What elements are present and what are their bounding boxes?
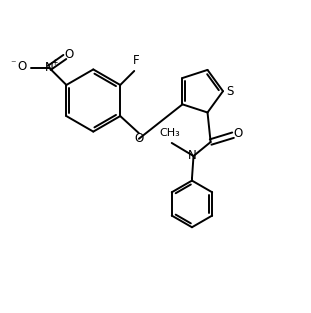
Text: ⁻: ⁻ [11, 59, 16, 69]
Text: O: O [134, 132, 143, 145]
Text: O: O [64, 48, 73, 61]
Text: CH₃: CH₃ [159, 128, 180, 138]
Text: +: + [52, 58, 58, 67]
Text: O: O [233, 127, 242, 140]
Text: F: F [132, 54, 139, 67]
Text: N: N [188, 149, 196, 162]
Text: S: S [226, 85, 234, 98]
Text: O: O [18, 60, 27, 73]
Text: N: N [45, 61, 53, 74]
